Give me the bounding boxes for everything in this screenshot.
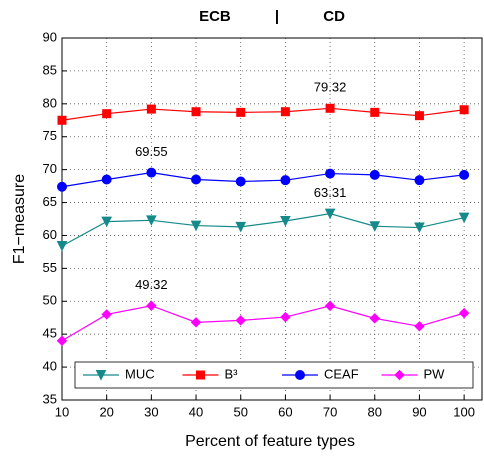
point bbox=[236, 107, 246, 117]
legend-box bbox=[74, 361, 474, 389]
point bbox=[191, 107, 201, 117]
x-tick-label: 20 bbox=[99, 404, 113, 419]
series-line bbox=[61, 305, 465, 342]
series-line bbox=[61, 107, 465, 121]
legend-label: CEAF bbox=[324, 366, 359, 381]
point bbox=[191, 174, 202, 185]
y-tick-label: 90 bbox=[43, 29, 57, 44]
point bbox=[190, 220, 202, 232]
legend-marker bbox=[95, 370, 107, 381]
series-line bbox=[61, 171, 465, 188]
y-tick-label: 55 bbox=[43, 260, 57, 275]
y-tick-label: 65 bbox=[43, 194, 57, 209]
legend-marker bbox=[394, 369, 405, 381]
point bbox=[146, 104, 156, 114]
point bbox=[458, 212, 470, 224]
point bbox=[146, 167, 157, 178]
point bbox=[458, 307, 470, 319]
point bbox=[324, 208, 336, 220]
point bbox=[369, 221, 381, 232]
y-tick-label: 50 bbox=[43, 293, 57, 308]
point bbox=[56, 335, 68, 346]
point bbox=[459, 169, 470, 180]
y-tick-label: 80 bbox=[43, 95, 57, 110]
point bbox=[414, 321, 425, 332]
point bbox=[146, 215, 157, 226]
point bbox=[101, 216, 112, 228]
y-axis-label: F1−measure bbox=[11, 174, 28, 264]
annotation: 63.31 bbox=[314, 185, 347, 200]
point bbox=[414, 175, 425, 186]
x-tick-label: 30 bbox=[144, 404, 158, 419]
plot-frame bbox=[61, 37, 483, 401]
y-tick-label: 85 bbox=[43, 62, 57, 77]
annotation: 79.32 bbox=[314, 80, 347, 95]
legend-label: PW bbox=[424, 366, 446, 381]
point bbox=[325, 168, 336, 179]
x-axis-label: Percent of feature types bbox=[185, 433, 355, 450]
point bbox=[146, 300, 157, 311]
annotation: 49.32 bbox=[135, 277, 168, 292]
y-tick-label: 45 bbox=[43, 326, 57, 341]
point bbox=[190, 317, 202, 328]
x-tick-label: 50 bbox=[233, 404, 247, 419]
point bbox=[57, 181, 67, 192]
legend-label: MUC bbox=[125, 366, 155, 381]
point bbox=[280, 311, 291, 323]
annotation: 69.55 bbox=[135, 144, 168, 159]
x-tick-label: 100 bbox=[453, 404, 475, 419]
point bbox=[235, 315, 246, 326]
point bbox=[280, 107, 290, 117]
point bbox=[324, 300, 336, 312]
point bbox=[414, 222, 425, 234]
y-tick-label: 40 bbox=[43, 359, 57, 374]
point bbox=[370, 107, 380, 117]
point bbox=[101, 309, 112, 320]
y-tick-label: 60 bbox=[43, 227, 57, 242]
point bbox=[101, 174, 112, 185]
point bbox=[57, 115, 67, 125]
chart-title: ECB | CD bbox=[199, 8, 345, 25]
point bbox=[459, 105, 469, 115]
point bbox=[414, 111, 424, 121]
point bbox=[235, 176, 246, 187]
x-tick-label: 70 bbox=[323, 404, 337, 419]
x-tick-label: 80 bbox=[368, 404, 382, 419]
y-tick-label: 35 bbox=[43, 391, 57, 406]
point bbox=[235, 221, 247, 233]
series-line bbox=[61, 213, 465, 247]
y-tick-label: 75 bbox=[43, 128, 57, 143]
point bbox=[280, 215, 291, 227]
x-tick-label: 10 bbox=[55, 404, 69, 419]
y-tick-label: 70 bbox=[43, 161, 57, 176]
point bbox=[369, 313, 380, 324]
point bbox=[102, 109, 112, 119]
x-tick-label: 40 bbox=[189, 404, 203, 419]
x-tick-label: 90 bbox=[412, 404, 426, 419]
point bbox=[56, 240, 68, 252]
x-tick-label: 60 bbox=[278, 404, 292, 419]
legend-marker bbox=[295, 370, 305, 380]
point bbox=[325, 103, 335, 113]
point bbox=[280, 175, 291, 186]
point bbox=[369, 169, 380, 180]
legend-marker bbox=[196, 370, 205, 380]
legend-label: B³ bbox=[225, 366, 239, 381]
